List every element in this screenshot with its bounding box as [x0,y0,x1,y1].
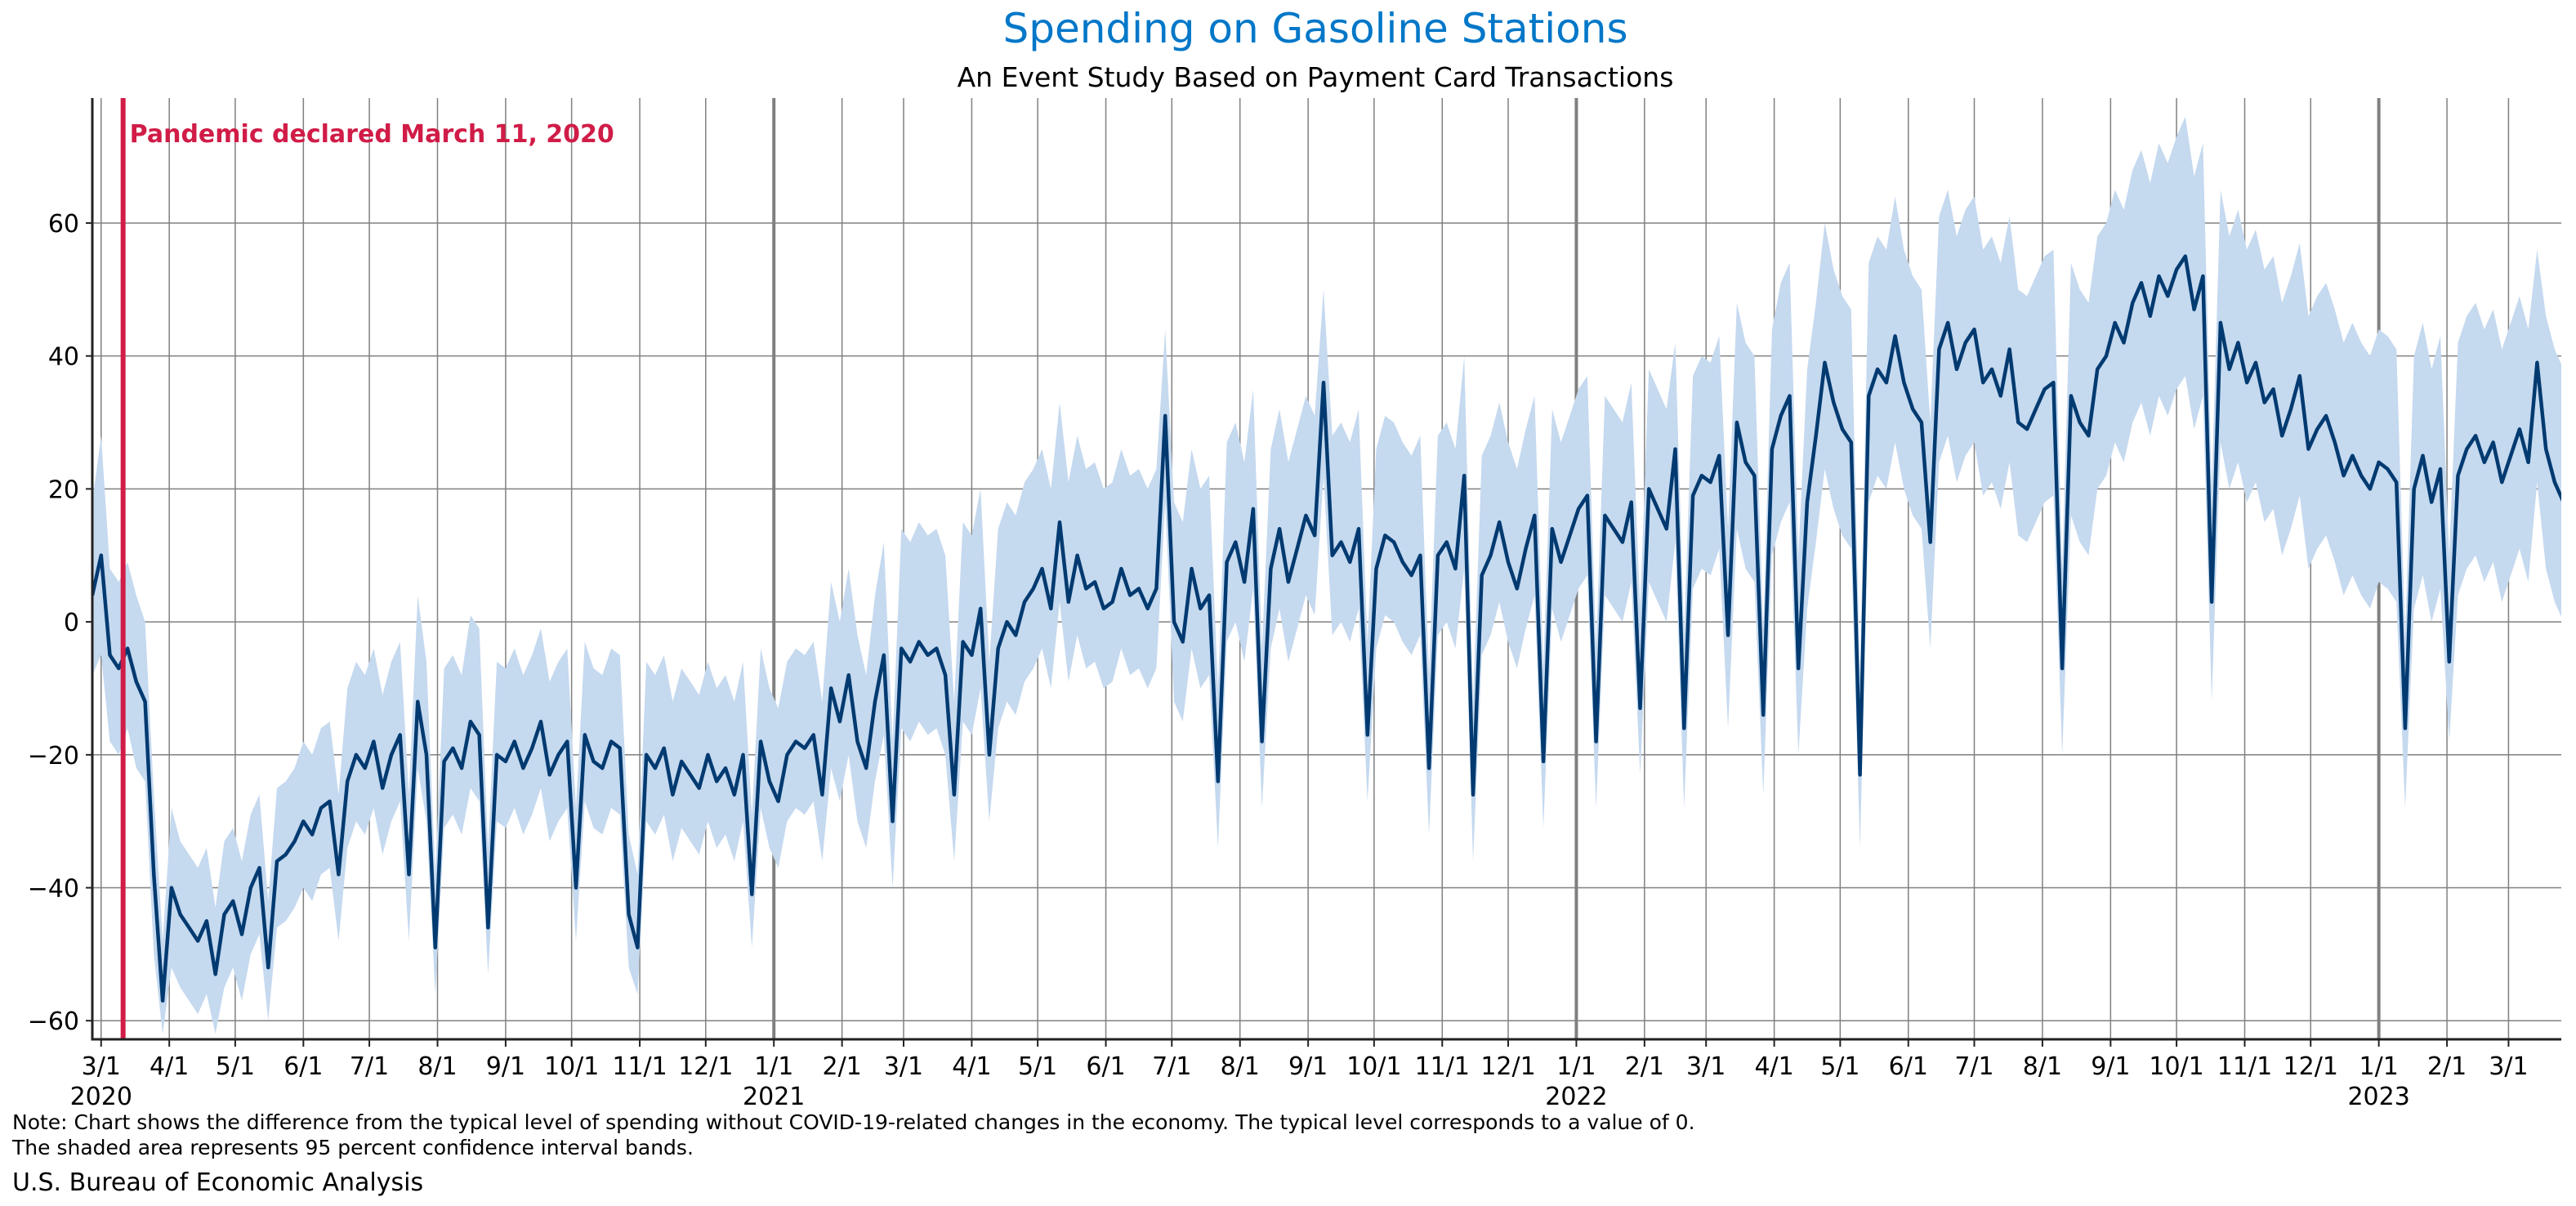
series-line [92,254,2561,1003]
source-label: U.S. Bureau of Economic Analysis [12,1168,424,1197]
x-tick-label: 4/1 [150,1052,189,1081]
x-tick-label: 9/1 [2091,1052,2130,1081]
y-tick-label: 0 [64,609,79,637]
x-tick-label: 3/1 [2489,1052,2528,1081]
y-tick-label: 20 [48,476,79,504]
series-line-layer [92,254,2561,1003]
x-tick-label: 5/1 [1820,1052,1859,1081]
annotation-layer: Pandemic declared March 11, 2020 [120,98,614,1039]
x-tick-label: 10/1 [544,1052,599,1081]
x-tick-label: 4/1 [1754,1052,1793,1081]
pandemic-annotation-label: Pandemic declared March 11, 2020 [130,120,614,149]
x-tick-label: 11/1 [1415,1052,1470,1081]
x-tick-label: 7/1 [1954,1052,1993,1081]
y-tick-label: 60 [48,210,79,239]
x-year-label: 2021 [743,1083,805,1111]
y-tick-label: −20 [28,742,79,770]
x-tick-label: 8/1 [2023,1052,2062,1081]
x-tick-label: 10/1 [2149,1052,2203,1081]
x-tick-label: 6/1 [1086,1052,1125,1081]
x-tick-label: 12/1 [678,1052,733,1081]
x-tick-label: 8/1 [417,1052,457,1081]
x-tick-label: 6/1 [1889,1052,1928,1081]
x-tick-label: 10/1 [1346,1052,1401,1081]
x-tick-label: 7/1 [1152,1052,1191,1081]
x-tick-label: 7/1 [350,1052,389,1081]
x-tick-label: 9/1 [486,1052,525,1081]
confidence-band [92,116,2561,1034]
y-tick-label: −60 [28,1007,79,1036]
chart-title: Spending on Gasoline Stations [1002,5,1627,52]
chart-subtitle: An Event Study Based on Payment Card Tra… [958,61,1674,93]
x-tick-label: 11/1 [612,1052,667,1081]
chart-note-line-1: Note: Chart shows the difference from th… [12,1110,1695,1134]
x-tick-label: 4/1 [952,1052,991,1081]
x-tick-label: 5/1 [216,1052,255,1081]
y-tick-label: −40 [28,875,79,904]
x-tick-label: 2/1 [1625,1052,1664,1081]
x-year-label: 2022 [1545,1083,1607,1111]
x-year-label: 2020 [70,1083,132,1111]
chart-note-line-2: The shaded area represents 95 percent co… [12,1136,694,1159]
x-tick-label: 2/1 [822,1052,861,1081]
x-tick-label: 3/1 [82,1052,121,1081]
x-tick-label: 3/1 [884,1052,923,1081]
x-tick-label: 6/1 [283,1052,323,1081]
x-tick-label: 1/1 [2359,1052,2399,1081]
x-tick-label: 1/1 [754,1052,793,1081]
x-year-label: 2023 [2347,1083,2409,1111]
y-tick-label: 40 [48,343,79,372]
x-tick-label: 12/1 [1480,1052,1535,1081]
confidence-band-layer [92,116,2561,1034]
x-tick-label: 3/1 [1686,1052,1726,1081]
x-tick-label: 2/1 [2427,1052,2467,1081]
x-tick-label: 5/1 [1018,1052,1057,1081]
x-tick-label: 12/1 [2284,1052,2338,1081]
x-tick-label: 9/1 [1288,1052,1328,1081]
x-tick-label: 1/1 [1556,1052,1596,1081]
x-tick-label: 8/1 [1221,1052,1260,1081]
x-tick-label: 11/1 [2217,1052,2272,1081]
